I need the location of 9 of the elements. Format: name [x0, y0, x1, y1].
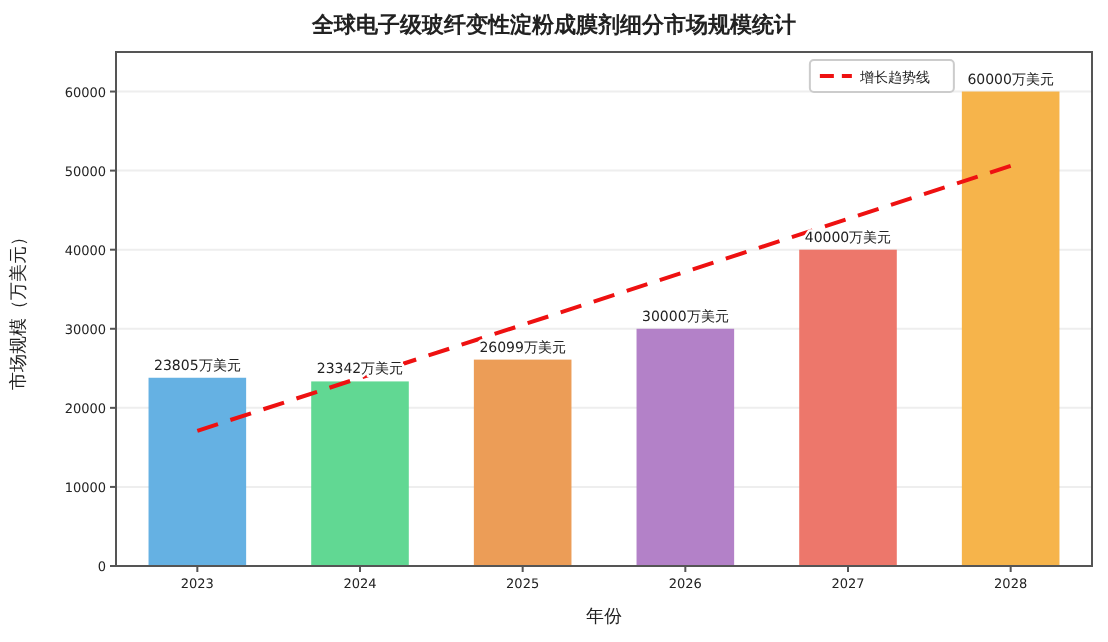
- bar: [311, 381, 409, 566]
- x-axis-title: 年份: [586, 606, 622, 628]
- chart-title: 全球电子级玻纤变性淀粉成膜剂细分市场规模统计: [310, 12, 796, 38]
- bar: [961, 91, 1060, 566]
- bar: [636, 328, 735, 566]
- bar: [473, 359, 572, 566]
- bar: [799, 249, 897, 566]
- y-axis-title: 市场规模（万美元）: [8, 228, 30, 390]
- bar: [148, 377, 247, 566]
